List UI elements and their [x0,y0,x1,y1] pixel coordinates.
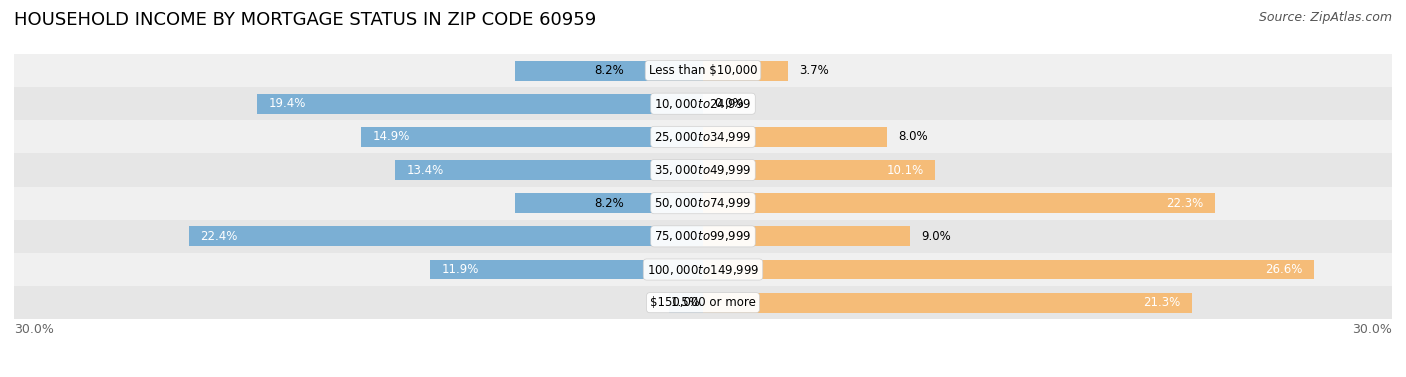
Bar [188,227,703,246]
Text: 13.4%: 13.4% [406,164,444,176]
Bar [14,120,1392,153]
Bar [14,253,1392,286]
Bar [14,286,1392,319]
Bar [515,61,703,81]
Text: $35,000 to $49,999: $35,000 to $49,999 [654,163,752,177]
Text: 22.4%: 22.4% [200,230,238,243]
Text: $50,000 to $74,999: $50,000 to $74,999 [654,196,752,210]
Text: 21.3%: 21.3% [1143,296,1181,309]
Text: $75,000 to $99,999: $75,000 to $99,999 [654,229,752,243]
Text: 8.2%: 8.2% [593,197,624,210]
Bar [703,127,887,147]
Bar [257,94,703,114]
Bar [703,160,935,180]
Bar [430,259,703,279]
Text: Less than $10,000: Less than $10,000 [648,64,758,77]
Text: $150,000 or more: $150,000 or more [650,296,756,309]
Bar [703,193,1215,213]
Text: 3.7%: 3.7% [800,64,830,77]
Bar [14,187,1392,220]
Text: HOUSEHOLD INCOME BY MORTGAGE STATUS IN ZIP CODE 60959: HOUSEHOLD INCOME BY MORTGAGE STATUS IN Z… [14,11,596,29]
Text: 9.0%: 9.0% [921,230,950,243]
Bar [14,220,1392,253]
Text: $100,000 to $149,999: $100,000 to $149,999 [647,262,759,276]
Bar [14,87,1392,120]
Text: 22.3%: 22.3% [1167,197,1204,210]
Bar [14,153,1392,187]
Text: 19.4%: 19.4% [269,97,307,110]
Bar [703,61,787,81]
Text: $10,000 to $24,999: $10,000 to $24,999 [654,97,752,111]
Bar [361,127,703,147]
Text: 8.0%: 8.0% [898,130,928,143]
Text: 0.0%: 0.0% [714,97,744,110]
Bar [703,293,1192,313]
Text: 30.0%: 30.0% [1353,323,1392,336]
Text: 10.1%: 10.1% [886,164,924,176]
Text: 11.9%: 11.9% [441,263,478,276]
Bar [515,193,703,213]
Text: 1.5%: 1.5% [671,296,700,309]
Text: 8.2%: 8.2% [593,64,624,77]
Text: 30.0%: 30.0% [14,323,53,336]
Bar [669,293,703,313]
Text: $25,000 to $34,999: $25,000 to $34,999 [654,130,752,144]
Bar [395,160,703,180]
Bar [14,54,1392,87]
Text: 14.9%: 14.9% [373,130,409,143]
Bar [703,259,1313,279]
Text: Source: ZipAtlas.com: Source: ZipAtlas.com [1258,11,1392,24]
Text: 26.6%: 26.6% [1265,263,1302,276]
Bar [703,227,910,246]
